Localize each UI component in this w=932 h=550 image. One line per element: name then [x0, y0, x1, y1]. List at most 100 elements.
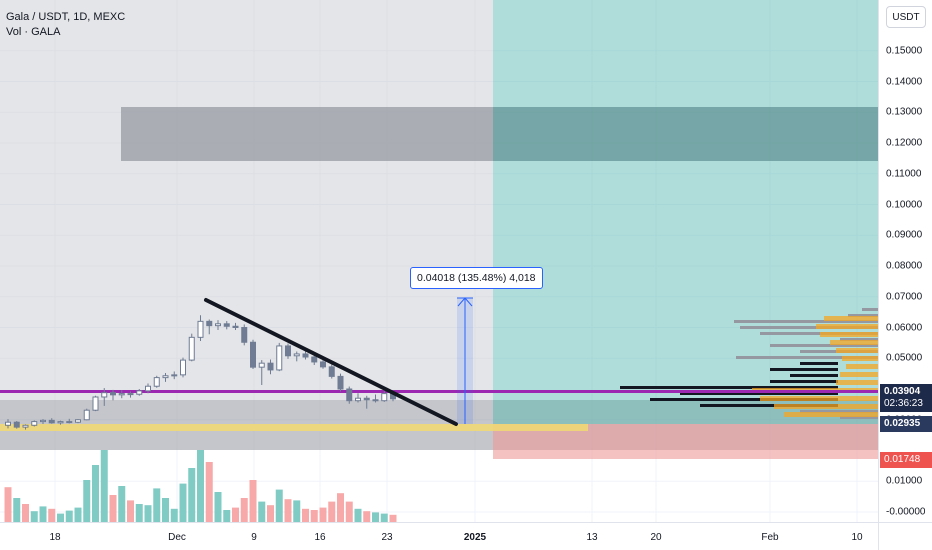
candle-body: [162, 375, 169, 379]
candle-body: [206, 320, 213, 327]
candle-body: [180, 359, 186, 376]
time-tick-label: Feb: [761, 532, 779, 543]
volume-bar: [249, 480, 257, 522]
candle: [136, 389, 143, 396]
candle: [250, 339, 256, 370]
volume-bar: [293, 500, 301, 522]
candle: [355, 393, 361, 403]
volume-bar: [258, 501, 266, 522]
candlesticks: [5, 315, 396, 430]
candle-body: [92, 396, 99, 411]
candle-body: [328, 366, 335, 377]
price-range-measure: [457, 297, 473, 424]
candle: [206, 319, 213, 335]
time-tick-label: Dec: [168, 532, 186, 543]
descending-trendline: [204, 298, 458, 426]
volume-profile-bar: [840, 372, 878, 377]
candle-body: [337, 375, 344, 390]
candle-body: [153, 377, 160, 387]
time-tick-label: 9: [251, 532, 257, 543]
volume-profile-bar: [820, 332, 878, 337]
candle: [346, 386, 353, 404]
candle-body: [285, 345, 291, 357]
candle: [5, 419, 11, 429]
volume-bar: [284, 499, 292, 522]
second-price-badge: 0.02935: [880, 416, 932, 432]
price-scale[interactable]: [878, 0, 932, 522]
candle-body: [293, 353, 300, 357]
symbol-title[interactable]: Gala / USDT, 1D, MEXC: [6, 11, 126, 23]
volume-bar: [267, 505, 274, 522]
candle: [337, 373, 344, 392]
candle-body: [355, 397, 361, 402]
candle-body: [57, 421, 64, 424]
volume-bar: [372, 512, 379, 522]
currency-button[interactable]: USDT: [886, 6, 926, 28]
current-price-line: [0, 390, 878, 393]
candle-body: [171, 374, 178, 377]
candle: [162, 373, 169, 382]
price-tick-label: -0.00000: [886, 506, 926, 518]
candle: [223, 321, 230, 330]
candle-body: [188, 336, 195, 361]
time-tick-label: 2025: [463, 532, 487, 543]
candle: [40, 419, 46, 425]
time-tick-label: 18: [49, 532, 61, 543]
volume-profile-bar: [784, 412, 878, 417]
price-tick-label: 0.13000: [886, 106, 923, 118]
price-tick-label: 0.06000: [886, 322, 923, 333]
candle-body: [5, 421, 11, 426]
volume-bar: [74, 507, 82, 522]
candle: [232, 322, 239, 330]
measure-tooltip: 0.04018 (135.48%) 4,018: [410, 267, 543, 289]
volume-bar: [100, 450, 108, 522]
volume-profile-bar: [740, 326, 878, 329]
volume-indicator-label[interactable]: Vol · GALA: [6, 26, 61, 38]
time-tick-label: 13: [586, 532, 598, 543]
candle-body: [302, 353, 309, 358]
chart-pane[interactable]: [0, 0, 878, 522]
candle-body: [381, 393, 388, 402]
candle: [180, 357, 186, 378]
candle: [311, 355, 318, 366]
candle: [75, 419, 81, 424]
price-chart[interactable]: [0, 0, 878, 522]
candle-body: [48, 419, 55, 424]
candle: [145, 383, 151, 394]
volume-profile-bar: [816, 324, 878, 329]
candle: [13, 420, 20, 429]
volume-profile-bar: [824, 316, 878, 321]
candle: [101, 388, 108, 406]
candle-body: [127, 393, 134, 396]
volume-bar: [127, 500, 134, 522]
volume-profile-bar: [846, 364, 878, 369]
volume-bar: [337, 493, 344, 522]
volume-bar: [57, 513, 64, 522]
volume-bar: [162, 498, 169, 522]
volume-profile-bar: [840, 338, 878, 341]
candle: [118, 390, 125, 399]
time-tick-label: 23: [381, 532, 393, 543]
volume-bar: [153, 488, 161, 522]
candle: [363, 395, 370, 409]
volume-profile-bar: [862, 308, 878, 311]
upper-resistance-zone: [121, 107, 878, 161]
candle-body: [215, 323, 221, 327]
current-price-value: 0.03904: [884, 386, 921, 397]
candle-body: [267, 362, 274, 371]
candle: [215, 320, 221, 330]
volume-bar: [13, 498, 21, 522]
volume-profile-bar: [790, 374, 838, 377]
volume-bar: [65, 510, 73, 522]
price-tick-label: 0.01000: [886, 475, 923, 487]
volume-bar: [188, 468, 196, 522]
volume-bar: [39, 506, 47, 522]
candle-body: [110, 392, 116, 396]
time-scale[interactable]: [0, 522, 878, 550]
volume-bar: [240, 498, 248, 522]
current-price-badge: 0.03904 02:36:23: [880, 384, 932, 412]
volume-bar: [118, 486, 126, 522]
volume-profile-bar: [650, 398, 838, 401]
volume-bar: [328, 501, 336, 522]
volume-bar: [30, 511, 38, 522]
